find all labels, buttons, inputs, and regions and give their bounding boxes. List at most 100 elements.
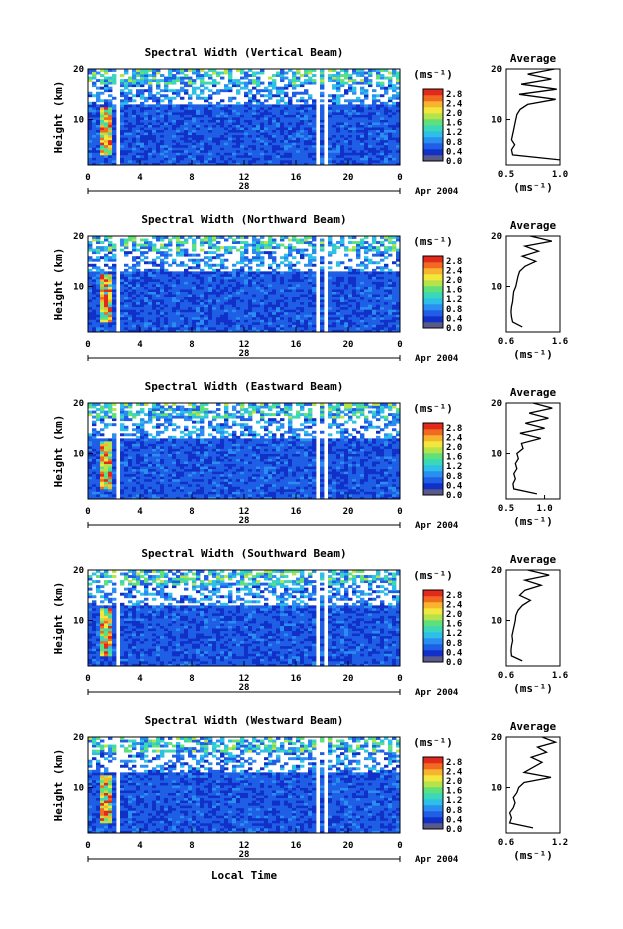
heatmap-cell — [240, 162, 245, 166]
heatmap-cell — [200, 147, 205, 151]
heatmap-cell — [364, 299, 369, 303]
heatmap-cell — [312, 157, 317, 161]
heatmap-cell — [192, 154, 197, 158]
heatmap-cell — [148, 134, 153, 138]
heatmap-cell — [248, 273, 253, 277]
heatmap-cell — [136, 71, 141, 75]
heatmap-cell — [376, 294, 381, 298]
heatmap-cell — [148, 304, 153, 308]
heatmap-cell — [300, 284, 305, 287]
heatmap-cell — [132, 111, 137, 115]
heatmap-cell — [236, 109, 241, 113]
colorbar-tick-label: 0.0 — [446, 324, 462, 334]
heatmap-cell — [108, 311, 113, 315]
heatmap-cell — [272, 139, 277, 143]
heatmap-cell — [216, 329, 221, 333]
heatmap-cell — [108, 94, 113, 98]
heatmap-cell — [372, 109, 377, 113]
heatmap-cell — [364, 104, 369, 108]
heatmap-cell — [216, 248, 221, 252]
heatmap-cell — [280, 289, 285, 292]
heatmap-cell — [188, 324, 193, 328]
heatmap-cell — [184, 304, 189, 308]
heatmap-cell — [312, 238, 317, 242]
panel-title: Spectral Width (Eastward Beam) — [145, 380, 344, 393]
heatmap-cell — [352, 162, 357, 166]
heatmap-cell — [288, 266, 293, 270]
heatmap-cell — [332, 159, 337, 163]
heatmap-cell — [348, 149, 353, 153]
heatmap-cell — [264, 117, 269, 120]
heatmap-cell — [156, 248, 161, 252]
heatmap-cell — [140, 79, 145, 83]
heatmap-cell — [284, 309, 289, 313]
heatmap-cell — [264, 271, 269, 275]
heatmap-cell — [280, 137, 285, 141]
heatmap-cell — [220, 159, 225, 163]
heatmap-cell — [392, 154, 397, 158]
heatmap-cell — [380, 291, 385, 295]
y-axis-label: Height (km) — [52, 81, 65, 154]
heatmap-cell — [124, 144, 129, 148]
heatmap-cell — [364, 493, 369, 497]
heatmap-cell — [360, 326, 365, 330]
heatmap-cell — [136, 162, 141, 166]
heatmap-cell — [360, 286, 365, 290]
heatmap-cell — [136, 261, 141, 265]
heatmap-cell — [288, 291, 293, 295]
heatmap-cell — [372, 134, 377, 138]
heatmap-cell — [88, 319, 93, 323]
heatmap-cell — [260, 314, 265, 318]
heatmap-cell — [396, 304, 401, 308]
heatmap-cell — [88, 296, 93, 300]
heatmap-cell — [288, 117, 293, 120]
heatmap-cell — [164, 86, 169, 90]
heatmap-cell — [124, 294, 129, 298]
heatmap-cell — [344, 296, 349, 300]
heatmap-cell — [180, 493, 185, 497]
heatmap-cell — [212, 304, 217, 308]
heatmap-cell — [268, 299, 273, 303]
heatmap-cell — [216, 129, 221, 133]
heatmap-cell — [288, 111, 293, 115]
heatmap-cell — [228, 109, 233, 113]
heatmap-cell — [336, 152, 341, 156]
heatmap-cell — [292, 132, 297, 136]
heatmap-cell — [388, 326, 393, 330]
heatmap-cell — [104, 321, 109, 325]
heatmap-cell — [220, 266, 225, 270]
heatmap-cell — [372, 127, 377, 131]
heatmap-cell — [312, 314, 317, 318]
heatmap-cell — [208, 96, 213, 100]
heatmap-cell — [132, 319, 137, 323]
heatmap-cell — [344, 144, 349, 148]
heatmap-cell — [100, 111, 105, 115]
heatmap-cell — [264, 496, 269, 500]
heatmap-cell — [136, 81, 141, 85]
heatmap-cell — [376, 316, 381, 320]
heatmap-cell — [164, 291, 169, 295]
heatmap-cell — [224, 289, 229, 292]
heatmap-cell — [372, 284, 377, 287]
heatmap-cell — [272, 74, 277, 77]
heatmap-cell — [296, 139, 301, 143]
heatmap-cell — [352, 149, 357, 153]
heatmap-cell — [272, 79, 277, 83]
heatmap-cell — [172, 149, 177, 153]
heatmap-cell — [360, 149, 365, 153]
heatmap-cell — [388, 104, 393, 108]
heatmap-cell — [304, 69, 309, 72]
heatmap-cell — [276, 329, 281, 333]
heatmap-cell — [284, 301, 289, 305]
heatmap-cell — [396, 253, 401, 257]
heatmap-cell — [188, 106, 193, 110]
heatmap-cell — [376, 152, 381, 156]
heatmap-cell — [276, 157, 281, 161]
average-x-label: (ms⁻¹) — [513, 181, 553, 194]
heatmap-cell — [184, 496, 189, 500]
heatmap-cell — [216, 301, 221, 305]
heatmap-cell — [196, 114, 201, 118]
heatmap-cell — [236, 321, 241, 325]
heatmap-cell — [252, 319, 257, 323]
heatmap-cell — [380, 162, 385, 166]
